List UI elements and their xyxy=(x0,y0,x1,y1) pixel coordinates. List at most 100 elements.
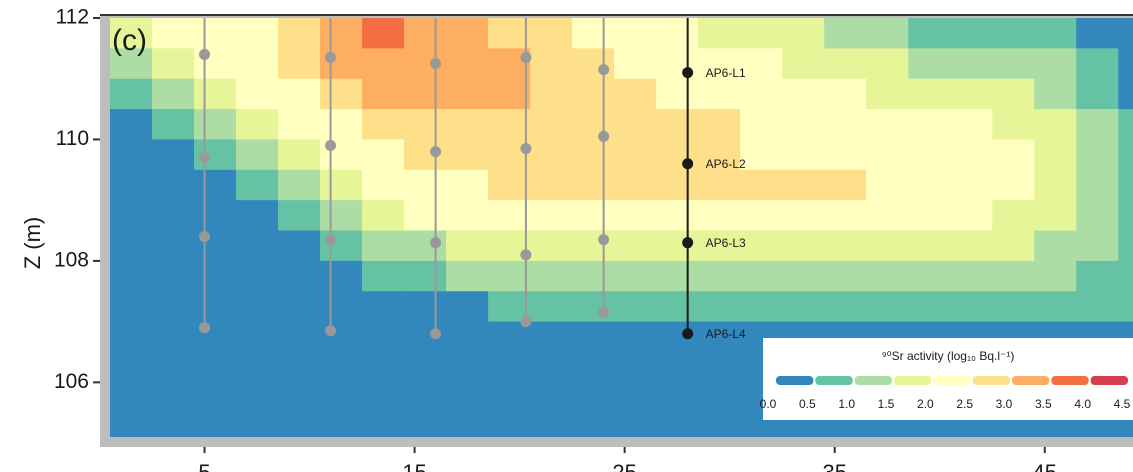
sample-point xyxy=(199,231,211,243)
sample-label: AP6-L3 xyxy=(706,236,746,250)
heat-cell xyxy=(362,321,405,353)
profiles: AP6-L1 AP6-L2 AP6-L3 AP6-L4 xyxy=(199,18,746,341)
heat-cell xyxy=(362,412,405,437)
heat-cell xyxy=(362,48,405,80)
heat-cell xyxy=(656,321,699,353)
sample-point xyxy=(520,249,532,261)
heat-cell xyxy=(740,78,783,110)
heat-cell xyxy=(1034,230,1077,262)
heat-cell xyxy=(110,321,153,353)
heat-cell xyxy=(404,169,447,201)
heat-cell xyxy=(320,200,363,232)
heat-cell xyxy=(572,291,615,323)
heat-cell xyxy=(614,321,657,353)
heat-cell xyxy=(1076,169,1119,201)
heat-cell xyxy=(1076,260,1119,292)
heat-cell xyxy=(698,412,741,437)
heat-cell xyxy=(194,382,237,414)
heat-cell xyxy=(782,169,825,201)
heat-cell xyxy=(782,78,825,110)
heat-cell xyxy=(866,260,909,292)
heat-cell xyxy=(656,169,699,201)
heat-cell xyxy=(824,230,867,262)
heat-cell xyxy=(614,200,657,232)
heat-cell xyxy=(152,291,195,323)
heat-cell xyxy=(236,412,279,437)
heat-cell xyxy=(908,139,951,171)
heat-cell xyxy=(866,139,909,171)
heat-cell xyxy=(992,139,1035,171)
heat-cell xyxy=(614,230,657,262)
sample-point xyxy=(520,316,532,328)
heat-cell xyxy=(530,200,573,232)
legend-break-label: 0.0 xyxy=(760,397,777,411)
heat-cell xyxy=(236,109,279,141)
heat-cell xyxy=(362,169,405,201)
heat-cell xyxy=(110,18,153,49)
heat-cell xyxy=(320,109,363,141)
heat-cell xyxy=(152,18,195,49)
heat-cell xyxy=(194,200,237,232)
heat-cell xyxy=(614,169,657,201)
heat-cell xyxy=(362,230,405,262)
heat-cell xyxy=(1076,291,1119,323)
heat-cell xyxy=(698,169,741,201)
heat-cell xyxy=(446,412,489,437)
heat-cell xyxy=(908,48,951,80)
heat-cell xyxy=(236,78,279,110)
axes: 106 108 110 112 5 15 25 35 45 xyxy=(54,6,1057,472)
heat-cell xyxy=(446,169,489,201)
legend-swatch xyxy=(815,376,853,385)
legend-break-label: 2.5 xyxy=(956,397,973,411)
heat-cell xyxy=(1076,78,1119,110)
heat-cell xyxy=(236,321,279,353)
heat-cell xyxy=(950,230,993,262)
heat-cell xyxy=(1118,48,1133,80)
sample-point xyxy=(520,143,532,155)
heat-cell xyxy=(488,382,531,414)
sample-point xyxy=(325,234,337,246)
heat-cell xyxy=(572,200,615,232)
heat-cell xyxy=(278,351,321,383)
heat-cell xyxy=(446,260,489,292)
heat-cell xyxy=(446,382,489,414)
heat-cell xyxy=(488,169,531,201)
heat-cell xyxy=(404,230,447,262)
heat-cell xyxy=(404,291,447,323)
heat-cell xyxy=(908,230,951,262)
heat-cell xyxy=(362,78,405,110)
heat-cell xyxy=(404,109,447,141)
heat-cell xyxy=(1034,200,1077,232)
heat-cell xyxy=(530,139,573,171)
legend-swatch xyxy=(894,376,932,385)
heat-cell xyxy=(572,382,615,414)
heat-cell xyxy=(782,139,825,171)
heat-cell xyxy=(866,169,909,201)
sample-point xyxy=(598,307,610,319)
heat-cell xyxy=(992,200,1035,232)
heat-cell xyxy=(194,291,237,323)
legend-break-label: 3.5 xyxy=(1035,397,1052,411)
heat-cell xyxy=(110,412,153,437)
heat-cell xyxy=(824,169,867,201)
heat-cell xyxy=(446,321,489,353)
heat-cell xyxy=(656,78,699,110)
heat-cell xyxy=(362,109,405,141)
y-axis-label: Z (m) xyxy=(20,217,45,270)
heat-cell xyxy=(152,48,195,80)
heat-cell xyxy=(488,200,531,232)
heat-cell xyxy=(824,291,867,323)
heat-cell xyxy=(530,291,573,323)
heat-cell xyxy=(1034,48,1077,80)
heat-cell xyxy=(614,48,657,80)
heat-cell xyxy=(1118,109,1133,141)
heat-cell xyxy=(488,321,531,353)
legend-break-label: 4.5 xyxy=(1114,397,1131,411)
heat-cell xyxy=(572,260,615,292)
heat-cell xyxy=(1118,139,1133,171)
y-tick-label: 106 xyxy=(54,370,89,393)
heat-cell xyxy=(446,139,489,171)
heat-cell xyxy=(152,78,195,110)
heat-cell xyxy=(278,291,321,323)
